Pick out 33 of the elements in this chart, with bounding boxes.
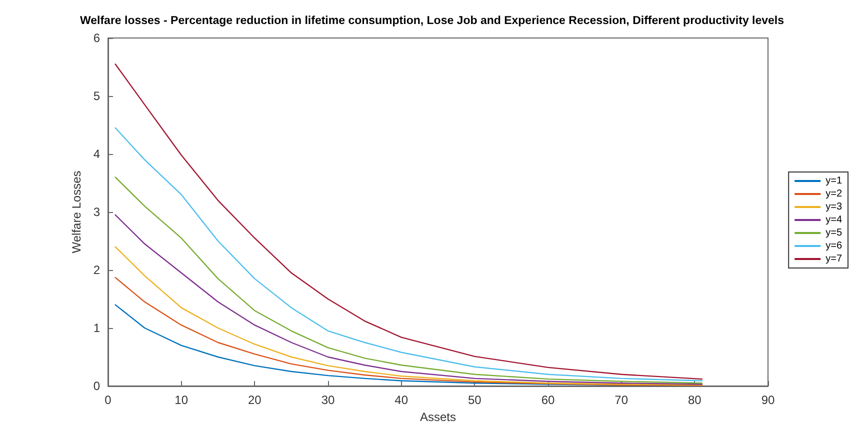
line-series (114, 127, 703, 382)
line-series (114, 176, 703, 384)
y-tick-label: 2 (93, 263, 100, 277)
line-series (114, 246, 703, 386)
x-tick-label: 20 (248, 393, 262, 407)
x-tick-label: 60 (541, 393, 555, 407)
legend-label: y=2 (826, 188, 842, 200)
y-axis-title: Welfare Losses (69, 170, 84, 254)
x-tick-label: 40 (394, 393, 408, 407)
legend-label: y=6 (826, 240, 842, 252)
y-tick-label: 6 (93, 31, 100, 45)
y-tick-label: 4 (93, 147, 100, 161)
legend-label: y=3 (826, 202, 842, 212)
y-tick-label: 1 (93, 321, 100, 335)
line-series (114, 214, 703, 385)
x-axis-title: Assets (420, 410, 456, 424)
legend-label: y=7 (826, 254, 842, 264)
x-tick-label: 50 (468, 393, 482, 407)
y-tick-label: 5 (93, 89, 100, 103)
line-series (114, 276, 703, 386)
x-tick-label: 0 (104, 393, 112, 407)
legend-label: y=4 (826, 214, 842, 226)
chart-title: Welfare losses - Percentage reduction in lifetime consumption, Lose Job and Experience Recession, Different productivity levels (80, 15, 784, 27)
x-tick-label: 30 (321, 393, 335, 407)
y-tick-label: 0 (93, 379, 100, 393)
legend-label: y=5 (826, 228, 842, 238)
legend-label: y=1 (826, 176, 842, 186)
line-series (114, 63, 703, 380)
x-tick-label: 70 (614, 393, 628, 407)
x-tick-label: 10 (174, 393, 188, 407)
y-tick-label: 3 (93, 205, 100, 219)
x-tick-label: 80 (688, 393, 702, 407)
x-tick-label: 90 (761, 393, 775, 407)
